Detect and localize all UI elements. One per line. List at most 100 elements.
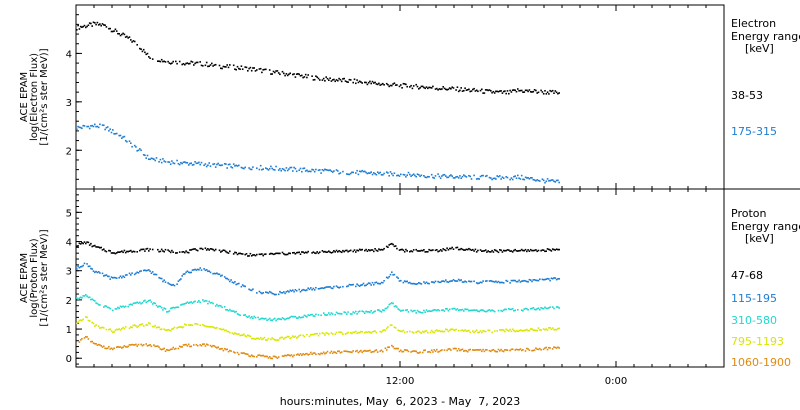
proton-point (473, 349, 475, 351)
proton-point (232, 310, 235, 312)
proton-point (392, 243, 394, 246)
proton-point (95, 343, 97, 345)
proton-point (402, 281, 405, 284)
proton-point (270, 319, 272, 321)
proton-point (482, 250, 484, 252)
proton-point (376, 250, 379, 252)
electron-point (468, 174, 470, 177)
proton-point (542, 307, 545, 310)
proton-point (128, 344, 131, 346)
proton-point (87, 296, 90, 299)
electron-point (511, 89, 514, 91)
electron-point (94, 22, 96, 24)
proton-point (488, 329, 491, 332)
electron-point (416, 173, 419, 175)
electron-point (275, 165, 277, 168)
proton-point (488, 309, 491, 311)
proton-point (379, 310, 381, 312)
proton-point (94, 300, 96, 302)
proton-point (499, 281, 501, 284)
proton-point (488, 349, 491, 352)
proton-point (136, 345, 138, 347)
proton-panel-frame (75, 188, 725, 368)
proton-point (82, 242, 84, 245)
proton-point (366, 350, 369, 352)
proton-point (177, 347, 180, 350)
proton-point (501, 281, 504, 284)
electron-point (266, 168, 268, 170)
proton-point (400, 310, 402, 312)
electron-point (416, 85, 419, 88)
electron-point (319, 79, 321, 81)
proton-point (297, 336, 299, 338)
proton-point (486, 280, 488, 282)
proton-point (132, 344, 135, 346)
proton-point (160, 328, 163, 330)
proton-point (196, 301, 199, 303)
proton-point (108, 345, 110, 348)
electron-point (113, 133, 115, 135)
proton-point (119, 305, 122, 308)
proton-point (301, 354, 303, 356)
electron-point (339, 78, 342, 81)
proton-point (149, 248, 151, 250)
electron-point (349, 79, 352, 81)
electron-point (342, 78, 344, 80)
proton-point (101, 249, 104, 251)
electron-point (267, 169, 270, 171)
proton-point (211, 345, 213, 348)
electron-point (531, 91, 533, 93)
electron-point (316, 76, 318, 78)
proton-point (515, 330, 518, 332)
proton-point (277, 252, 280, 255)
proton-point (388, 275, 390, 278)
proton-point (207, 344, 209, 346)
electron-point (220, 164, 222, 167)
proton-point (216, 272, 218, 274)
electron-point (169, 63, 172, 65)
proton-point (529, 279, 532, 281)
proton-point (509, 328, 511, 331)
electron-point (130, 142, 132, 144)
proton-point (187, 251, 190, 254)
proton-point (238, 353, 240, 356)
proton-point (454, 280, 456, 282)
proton-point (100, 246, 102, 249)
proton-point (526, 308, 528, 310)
proton-point (500, 348, 502, 351)
electron-point (87, 24, 90, 26)
proton-point (166, 311, 168, 313)
proton-point (366, 331, 369, 334)
proton-point (198, 300, 200, 302)
proton-series-4 (78, 336, 560, 360)
electron-point (434, 88, 437, 90)
proton-point (213, 326, 216, 329)
electron-point (432, 176, 434, 179)
electron-point (86, 125, 88, 128)
proton-point (432, 331, 434, 333)
proton-point (416, 250, 419, 252)
proton-point (373, 311, 375, 313)
proton-point (452, 347, 455, 350)
electron-point (313, 78, 316, 81)
proton-point (85, 316, 87, 318)
electron-legend-entry-1: 38-53 (731, 89, 763, 102)
proton-point (383, 329, 385, 331)
electron-point (369, 172, 371, 174)
electron-point (456, 175, 459, 178)
proton-legend-entry-3: 310-580 (731, 314, 777, 327)
proton-point (537, 279, 540, 282)
proton-point (122, 346, 124, 349)
proton-point (317, 314, 320, 316)
electron-point (211, 62, 213, 65)
electron-point (101, 124, 104, 126)
proton-point (90, 340, 92, 343)
proton-point (532, 329, 535, 331)
proton-point (531, 307, 533, 310)
proton-point (510, 308, 513, 311)
proton-point (310, 351, 312, 354)
electron-point (427, 175, 429, 178)
proton-point (311, 313, 313, 316)
electron-point (128, 140, 131, 142)
electron-point (262, 168, 264, 170)
